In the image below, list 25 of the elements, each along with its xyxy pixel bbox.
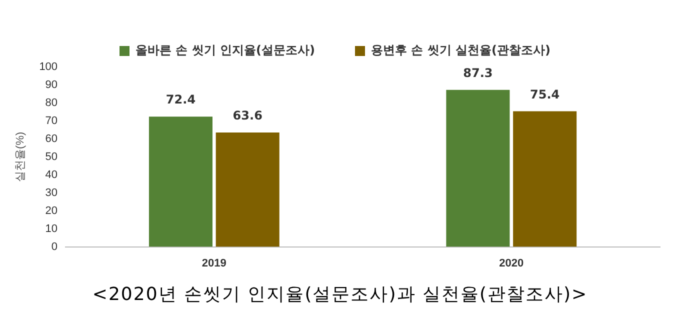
data-label: 87.3 xyxy=(463,66,493,80)
y-tick-label: 80 xyxy=(45,96,58,109)
y-tick-label: 0 xyxy=(51,240,58,253)
y-tick-label: 20 xyxy=(45,204,58,217)
y-tick-label: 50 xyxy=(45,150,58,163)
text: <2020년 손씻기 인지율(설문조사)과 실천율(관찰조사)> xyxy=(91,283,589,306)
legend-label: 올바른 손 씻기 인지율(설문조사) xyxy=(136,43,316,58)
data-label: 72.4 xyxy=(166,92,196,107)
y-tick-label: 90 xyxy=(45,79,58,92)
bar xyxy=(148,116,212,247)
y-axis-title: 실천율(%) xyxy=(14,132,27,182)
y-tick-label: 70 xyxy=(45,114,58,127)
y-tick-label: 40 xyxy=(45,168,58,181)
legend-label: 용변후 손 씻기 실천율(관찰조사) xyxy=(371,43,551,58)
x-tick-label: 2020 xyxy=(499,257,524,270)
bar xyxy=(216,132,280,247)
y-tick-label: 30 xyxy=(45,186,58,199)
y-tick-label: 100 xyxy=(39,61,58,74)
y-tick-label: 10 xyxy=(45,222,58,235)
data-label: 63.6 xyxy=(232,108,262,123)
y-tick-label: 60 xyxy=(45,132,58,145)
data-label: 75.4 xyxy=(530,87,560,102)
bar xyxy=(446,90,510,247)
x-tick-label: 2019 xyxy=(202,257,226,270)
bar xyxy=(513,111,577,247)
